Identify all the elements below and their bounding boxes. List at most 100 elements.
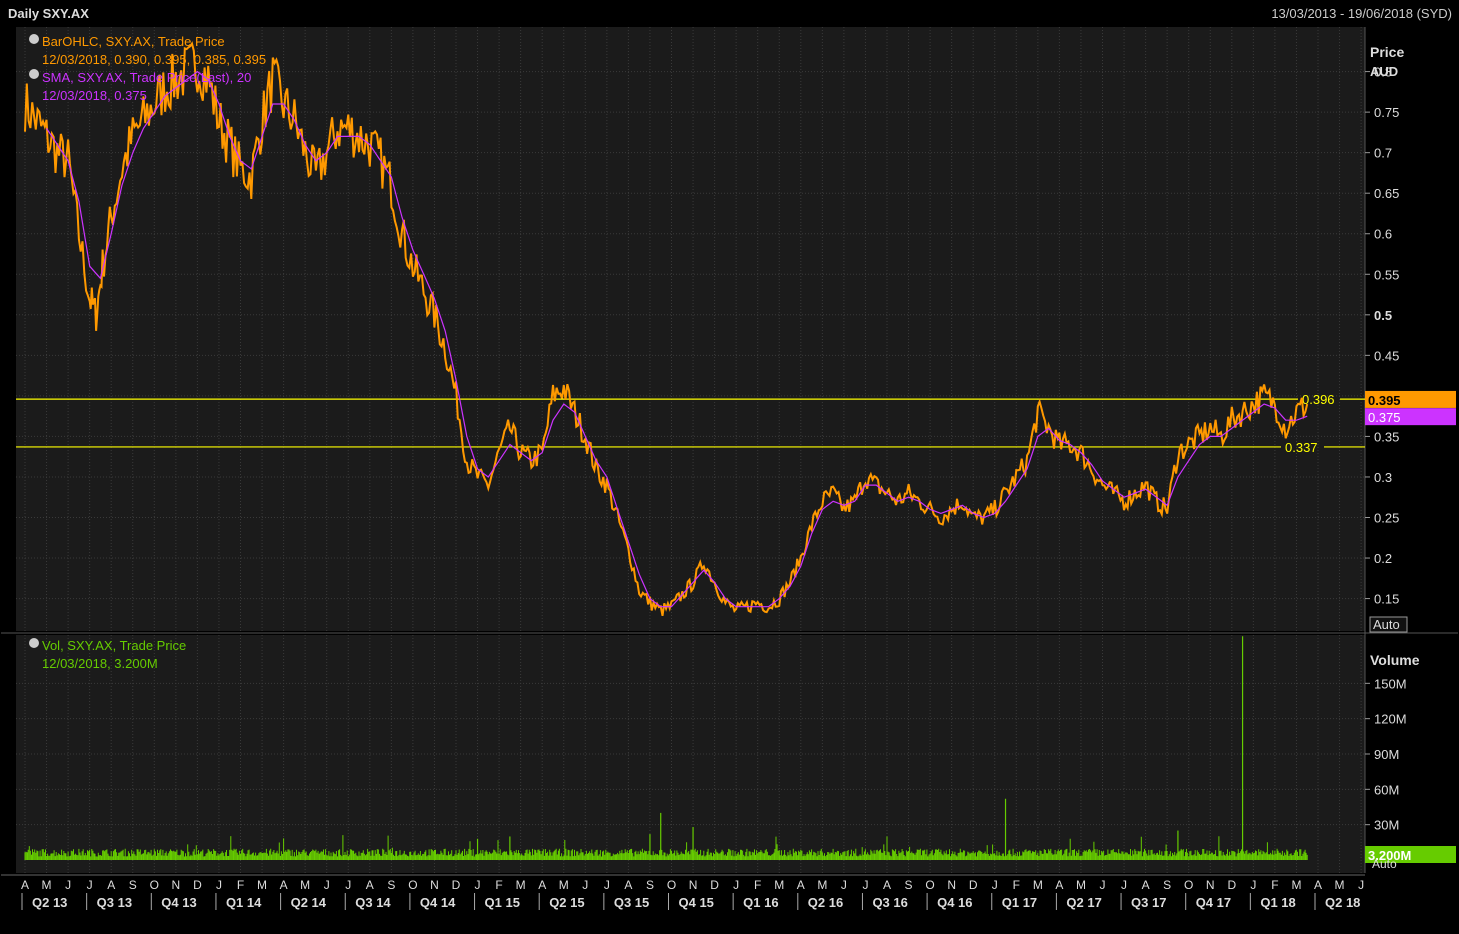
legend-volume-title: Vol, SXY.AX, Trade Price [42, 638, 186, 653]
price-plot-area [16, 27, 1365, 631]
chart-title: Daily SXY.AX [8, 6, 89, 21]
month-label: F [754, 878, 761, 892]
month-label: F [1013, 878, 1020, 892]
gridlines [16, 27, 1365, 873]
month-label: J [841, 878, 847, 892]
quarter-label: Q3 17 [1131, 895, 1166, 910]
month-label: M [42, 878, 52, 892]
legend-sma-title: SMA, SXY.AX, Trade Price(Last), 20 [42, 70, 251, 85]
quarter-label: Q4 15 [679, 895, 714, 910]
volume-axis-title: Volume [1370, 652, 1420, 668]
last-volume-tag-bg [1365, 846, 1456, 863]
month-label: J [65, 878, 71, 892]
sma-tag: 0.375 [1368, 410, 1401, 425]
price-axis-ticks: 0.150.20.250.30.350.40.450.50.550.60.650… [1365, 65, 1399, 607]
price-axis-title: Price [1370, 44, 1404, 60]
month-label: J [345, 878, 351, 892]
quarter-label: Q4 16 [937, 895, 972, 910]
month-label: J [1358, 878, 1364, 892]
price-auto-button[interactable] [1369, 616, 1408, 633]
month-label: N [172, 878, 181, 892]
month-label: S [905, 878, 913, 892]
legend-toggle-icon[interactable] [29, 638, 39, 648]
legend-ohlc-title: BarOHLC, SXY.AX, Trade Price [42, 34, 225, 49]
month-label: N [430, 878, 439, 892]
quarter-label: Q2 14 [291, 895, 327, 910]
volume-legend: Vol, SXY.AX, Trade Price 12/03/2018, 3.2… [29, 638, 186, 671]
month-label: S [1163, 878, 1171, 892]
quarter-label: Q4 17 [1196, 895, 1231, 910]
quarter-label: Q1 15 [485, 895, 520, 910]
month-label: S [646, 878, 654, 892]
price-tick-label: 0.7 [1374, 146, 1392, 161]
price-tick-label: 0.35 [1374, 429, 1399, 444]
month-label: N [1206, 878, 1215, 892]
quarter-label: Q1 14 [226, 895, 262, 910]
legend-sma-values: 12/03/2018, 0.375 [42, 88, 147, 103]
price-tick-label: 0.25 [1374, 510, 1399, 525]
price-tick-label: 0.15 [1374, 592, 1399, 607]
month-label: F [237, 878, 244, 892]
quarter-label: Q2 18 [1325, 895, 1360, 910]
price-tick-label: 0.2 [1374, 551, 1392, 566]
month-label: M [817, 878, 827, 892]
last-price-tag-bg [1365, 390, 1456, 408]
volume-auto-label[interactable]: Auto [1372, 857, 1397, 871]
volume-bars [24, 636, 1308, 860]
price-tick-label: 0.6 [1374, 227, 1392, 242]
legend-toggle-icon[interactable] [29, 69, 39, 79]
horizontal-line-label: 0.396 [1302, 392, 1335, 407]
quarter-label: Q4 13 [161, 895, 196, 910]
month-label: M [1076, 878, 1086, 892]
price-auto-label[interactable]: Auto [1373, 617, 1400, 632]
month-label: A [538, 878, 546, 892]
volume-tick-label: 30M [1374, 818, 1399, 833]
month-label: M [257, 878, 267, 892]
sma-tag-bg [1365, 408, 1456, 426]
month-label: A [107, 878, 115, 892]
month-label: O [408, 878, 417, 892]
last-volume-tag: 3.200M [1368, 848, 1411, 863]
month-label: M [1291, 878, 1301, 892]
volume-tick-label: 60M [1374, 782, 1399, 797]
month-label: A [1142, 878, 1150, 892]
horizontal-line-label: 0.337 [1285, 440, 1318, 455]
quarter-label: Q3 15 [614, 895, 649, 910]
price-tick-label: 0.8 [1374, 65, 1392, 80]
month-label: J [582, 878, 588, 892]
price-tick-label: 0.45 [1374, 348, 1399, 363]
price-axis-unit: AUD [1370, 64, 1398, 79]
month-label: O [1184, 878, 1193, 892]
month-label: N [947, 878, 956, 892]
month-label: J [475, 878, 481, 892]
month-label: A [1055, 878, 1063, 892]
month-label: M [300, 878, 310, 892]
month-label: J [1100, 878, 1106, 892]
legend-volume-values: 12/03/2018, 3.200M [42, 656, 158, 671]
value-tags: 0.395 0.375 3.200M [1365, 390, 1456, 863]
volume-tick-label: 150M [1374, 676, 1407, 691]
legend-toggle-icon[interactable] [29, 34, 39, 44]
month-label: J [324, 878, 330, 892]
month-label: J [1121, 878, 1127, 892]
month-label: J [1250, 878, 1256, 892]
month-label: S [387, 878, 395, 892]
quarter-label: Q1 16 [743, 895, 778, 910]
month-label: D [193, 878, 202, 892]
price-legend: BarOHLC, SXY.AX, Trade Price 12/03/2018,… [29, 34, 266, 103]
month-label: D [710, 878, 719, 892]
volume-bars-base [24, 835, 1308, 860]
month-label: A [366, 878, 374, 892]
quarter-label: Q2 17 [1066, 895, 1101, 910]
month-label: J [87, 878, 93, 892]
month-label: J [862, 878, 868, 892]
quarter-label: Q3 16 [872, 895, 907, 910]
quarter-label: Q3 13 [97, 895, 132, 910]
quarter-label: Q2 15 [549, 895, 584, 910]
month-label: A [624, 878, 632, 892]
month-label: J [733, 878, 739, 892]
month-label: A [280, 878, 288, 892]
volume-tick-label: 90M [1374, 747, 1399, 762]
legend-ohlc-values: 12/03/2018, 0.390, 0.395, 0.385, 0.395 [42, 52, 266, 67]
